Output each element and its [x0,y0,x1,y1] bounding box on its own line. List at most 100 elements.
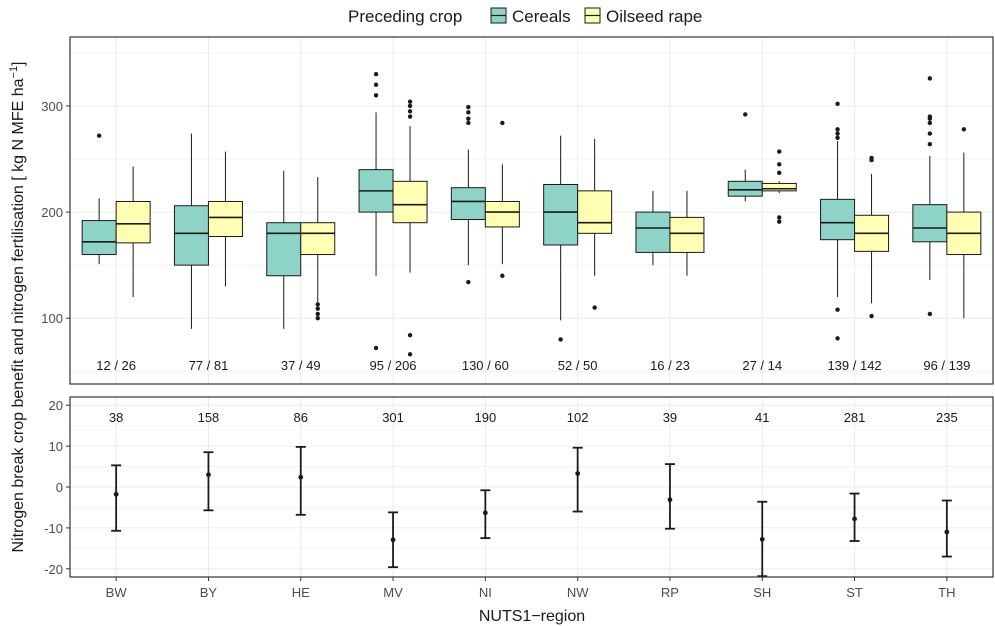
bottom-y-tick-label: 0 [56,480,63,495]
bottom-count-label: 158 [198,410,220,425]
errorbar-RP [664,463,675,530]
x-tick-label: HE [292,585,310,600]
box-outlier [315,302,320,307]
box-cereals-MV [358,71,394,351]
box-outlier [500,120,505,126]
legend: Preceding crop Cereals Oilseed rape [348,7,702,26]
y-axis-title: Nitrogen break crop benefit and nitrogen… [8,61,27,552]
x-tick-label: RP [661,585,679,600]
legend-label-oilseed-rape: Oilseed rape [606,7,702,26]
errorbar-point [390,537,396,543]
errorbar-BY [203,451,214,512]
box-outlier [869,313,874,319]
box-outlier [500,273,505,278]
top-count-label: 27 / 14 [742,358,782,373]
box-cereals-NI [450,104,486,285]
box-iqr [266,222,302,277]
bottom-count-label: 301 [382,410,404,425]
bottom-count-label: 86 [294,410,308,425]
box-oilseed-rape-BW [115,166,151,297]
box-outlier [466,104,471,110]
box-outlier [96,133,102,138]
box-cereals-ST [820,101,856,341]
box-cereals-NW [543,135,579,342]
box-outlier [835,127,840,132]
errorbar-MV [388,511,399,569]
box-outlier [927,311,933,317]
x-tick-label: NI [479,585,492,600]
box-outlier [466,120,471,126]
box-iqr [300,222,336,256]
box-cereals-TH [912,76,948,317]
bottom-count-label: 235 [936,410,958,425]
box-outlier [466,116,471,121]
y-axis-title-superscript: −1 [8,66,20,79]
errorbar-point [575,471,581,476]
box-outlier [777,215,782,220]
box-outlier [373,82,379,87]
x-tick-label: MV [383,585,403,600]
box-outlier [466,110,471,115]
errorbar-point [113,491,119,497]
box-iqr [173,205,209,266]
box-outlier [869,155,874,161]
x-tick-label: BW [106,585,128,600]
y-axis-title-main: Nitrogen break crop benefit and nitrogen… [10,78,27,552]
box-outlier [558,337,563,342]
x-axis-title: NUTS1−region [479,608,585,625]
box-outlier [373,345,379,351]
box-outlier [961,127,967,132]
box-oilseed-rape-NI [484,120,520,278]
box-outlier [407,103,413,109]
top-count-label: 139 / 142 [827,358,881,373]
box-outlier [407,352,413,357]
box-iqr [727,180,763,197]
box-outlier [835,307,840,312]
box-iqr [912,204,948,243]
box-cereals-BY [173,133,209,329]
errorbar-point [298,474,304,480]
top-count-label: 95 / 206 [370,358,417,373]
box-outlier [407,332,413,338]
bottom-y-tick-label: 10 [49,439,63,454]
box-iqr [635,211,671,253]
box-oilseed-rape-BY [207,151,243,287]
x-tick-label: ST [846,585,863,600]
bottom-count-label: 41 [755,410,769,425]
box-outlier [927,76,933,81]
bottom-y-tick-label: 20 [49,398,63,413]
box-iqr [669,216,705,253]
errorbar-point [206,472,211,478]
box-oilseed-rape-RP [669,190,705,276]
box-oilseed-rape-NW [577,138,613,310]
x-tick-label: TH [938,585,955,600]
box-outlier [835,135,840,141]
legend-title: Preceding crop [348,7,462,26]
box-oilseed-rape-TH [946,127,982,319]
errorbar-BW [111,464,122,532]
bottom-count-label: 38 [109,410,123,425]
box-iqr [761,182,797,192]
errorbar-point [759,536,765,542]
top-count-label: 77 / 81 [189,358,229,373]
errorbar-SH [757,500,768,578]
box-iqr [207,200,243,237]
bottom-y-tick-label: -20 [44,562,63,577]
box-outlier [777,162,782,167]
box-iqr [577,190,613,234]
box-outlier [777,149,782,154]
top-count-label: 37 / 49 [281,358,321,373]
box-outlier [777,170,782,176]
box-outlier [835,336,840,341]
box-outlier [927,141,933,147]
top-panel-boxplots: 100 200 300 12 / 26 77 / 81 37 / 49 95 / 206 13… [41,36,994,385]
box-cereals-SH [727,112,763,202]
x-tick-label: NW [567,585,589,600]
box-outlier [835,101,840,107]
box-outlier [407,109,413,114]
box-outlier [927,131,933,136]
box-outlier [315,306,320,311]
box-outlier [315,316,320,321]
box-outlier [592,305,597,310]
